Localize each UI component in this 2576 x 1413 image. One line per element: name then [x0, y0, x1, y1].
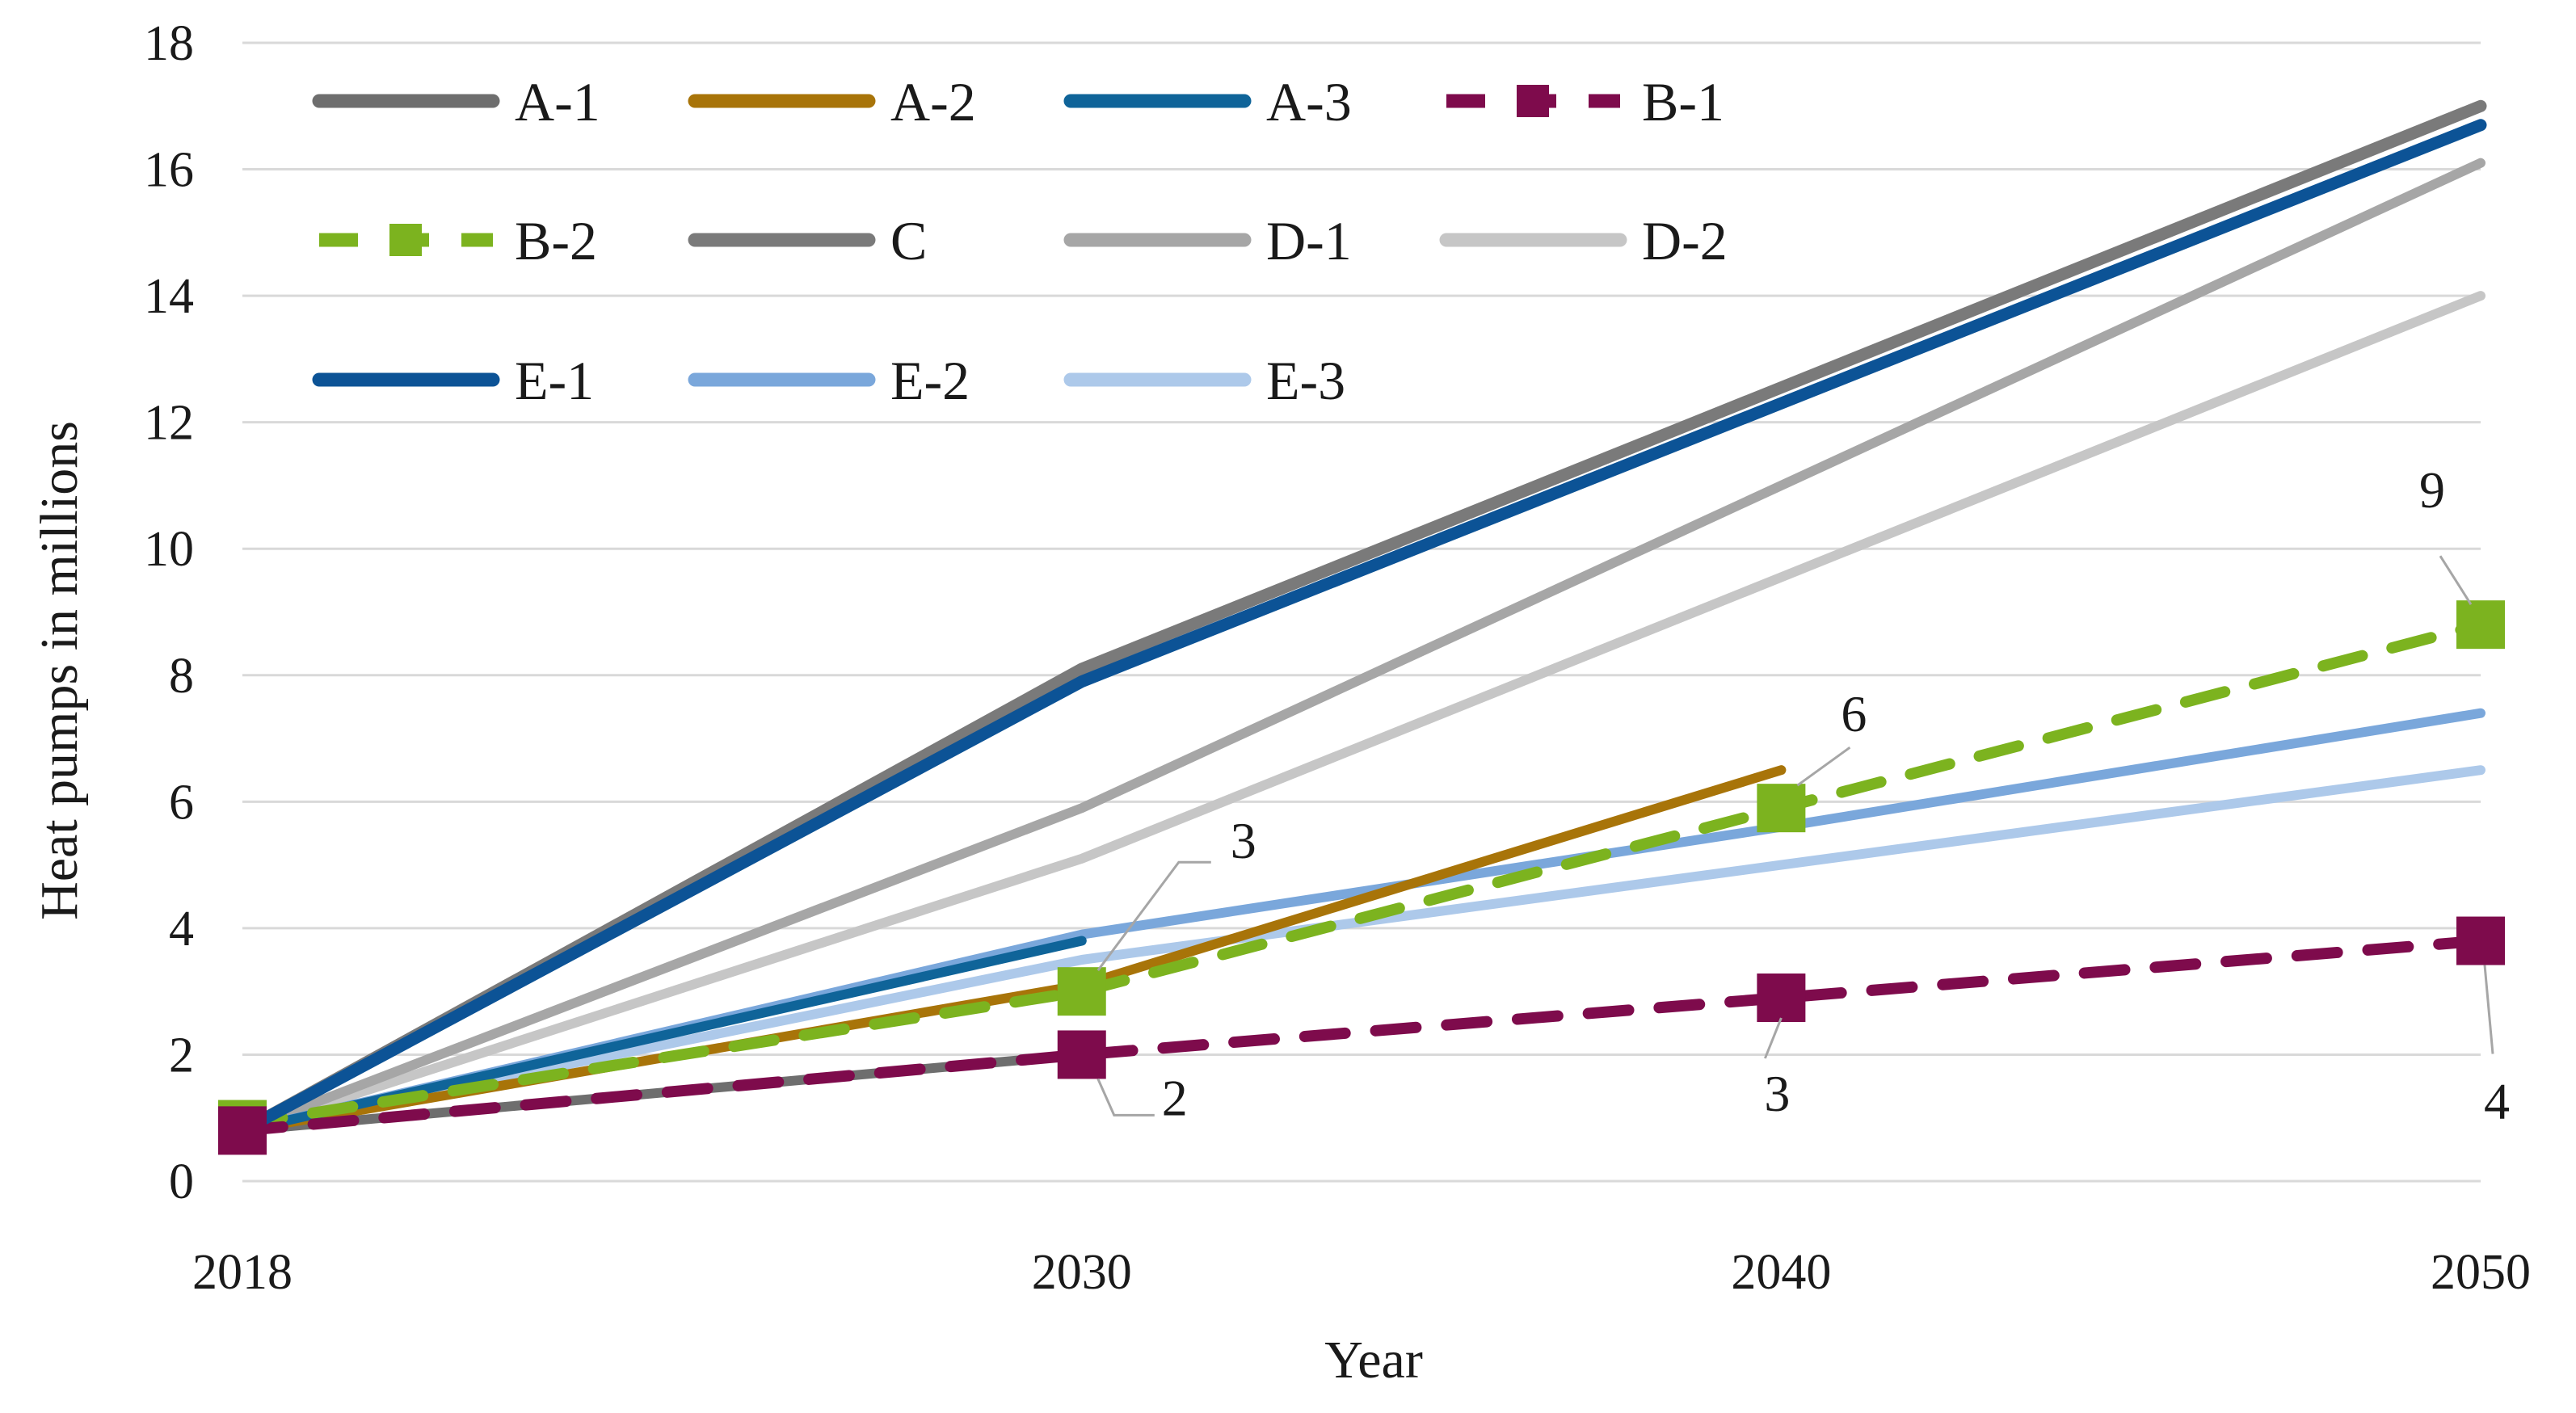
leader-line — [2483, 965, 2494, 1054]
y-tick-label: 14 — [144, 269, 194, 324]
legend-swatch-marker — [1517, 85, 1549, 117]
legend-label: D-1 — [1266, 210, 1352, 271]
series-line-d-2 — [238, 291, 2486, 1136]
marker-b-1 — [1757, 973, 1806, 1022]
leader-line — [1796, 746, 1851, 787]
x-axis-ticks: 2018 2030 2040 2050 — [192, 1245, 2531, 1300]
data-labels: 3 2 6 3 9 4 — [1096, 461, 2510, 1130]
legend-label: E-3 — [1266, 350, 1345, 411]
legend-item-d-1: D-1 — [1063, 210, 1352, 271]
marker-b-2 — [1057, 967, 1106, 1016]
data-label: 4 — [2484, 1073, 2510, 1130]
series-line-d-1 — [238, 158, 2486, 1136]
legend-label: C — [890, 210, 927, 271]
marker-b-2 — [2456, 600, 2505, 650]
legend: A-1 A-2 A-3 B-1 B-2 C D-1 D-2 E-1 E-2 E-3 — [312, 71, 1728, 411]
series-line-b-1 — [237, 935, 2486, 1137]
x-tick-label: 2040 — [1731, 1245, 1831, 1300]
legend-label: B-2 — [515, 210, 597, 271]
legend-label: A-2 — [890, 71, 976, 132]
data-label: 6 — [1841, 685, 1867, 742]
marker-b-1 — [1057, 1030, 1106, 1079]
y-axis-title: Heat pumps in millions — [30, 421, 89, 920]
data-label: 3 — [1231, 812, 1256, 869]
legend-label: B-1 — [1642, 71, 1724, 132]
series-line-e-3 — [238, 765, 2486, 1136]
x-tick-label: 2018 — [192, 1245, 293, 1300]
leader-line — [1096, 860, 1211, 972]
data-label: 9 — [2419, 461, 2445, 519]
series-line-b-2 — [237, 619, 2486, 1130]
x-axis-title: Year — [1324, 1331, 1423, 1390]
legend-label: A-1 — [515, 71, 600, 132]
x-tick-label: 2030 — [1032, 1245, 1132, 1300]
legend-label: A-3 — [1266, 71, 1352, 132]
legend-item-a-2: A-2 — [688, 71, 976, 132]
legend-item-a-3: A-3 — [1063, 71, 1352, 132]
legend-label: D-2 — [1642, 210, 1728, 271]
marker-b-2 — [1757, 784, 1806, 833]
legend-item-a-1: A-1 — [312, 71, 600, 132]
legend-item-b-2: B-2 — [319, 210, 597, 271]
legend-label: E-1 — [515, 350, 594, 411]
y-tick-label: 10 — [144, 522, 194, 577]
series-lines — [236, 99, 2487, 1137]
y-tick-label: 6 — [169, 775, 194, 830]
legend-item-b-1: B-1 — [1446, 71, 1724, 132]
leader-line — [1096, 1078, 1155, 1117]
legend-item-e-1: E-1 — [312, 350, 594, 411]
y-tick-label: 18 — [144, 16, 194, 71]
legend-item-d-2: D-2 — [1439, 210, 1728, 271]
y-tick-label: 4 — [169, 902, 194, 957]
leader-line — [1764, 1017, 1783, 1059]
legend-item-e-3: E-3 — [1063, 350, 1345, 411]
data-label: 3 — [1764, 1065, 1790, 1122]
y-tick-label: 8 — [169, 649, 194, 704]
y-tick-label: 12 — [144, 396, 194, 451]
data-label: 2 — [1162, 1069, 1188, 1126]
marker-b-1 — [2456, 916, 2505, 965]
y-tick-label: 0 — [169, 1154, 194, 1209]
y-tick-label: 16 — [144, 143, 194, 198]
legend-item-e-2: E-2 — [688, 350, 970, 411]
y-axis-ticks: 0 2 4 6 8 10 12 14 16 18 — [144, 16, 194, 1209]
leader-line — [2439, 555, 2473, 606]
series-markers — [218, 600, 2505, 1155]
legend-label: E-2 — [890, 350, 970, 411]
marker-b-1 — [218, 1106, 267, 1155]
legend-swatch-marker — [389, 224, 422, 256]
series-line-e-1 — [236, 119, 2487, 1137]
y-tick-label: 2 — [169, 1028, 194, 1083]
x-tick-label: 2050 — [2431, 1245, 2531, 1300]
legend-item-c: C — [688, 210, 927, 271]
